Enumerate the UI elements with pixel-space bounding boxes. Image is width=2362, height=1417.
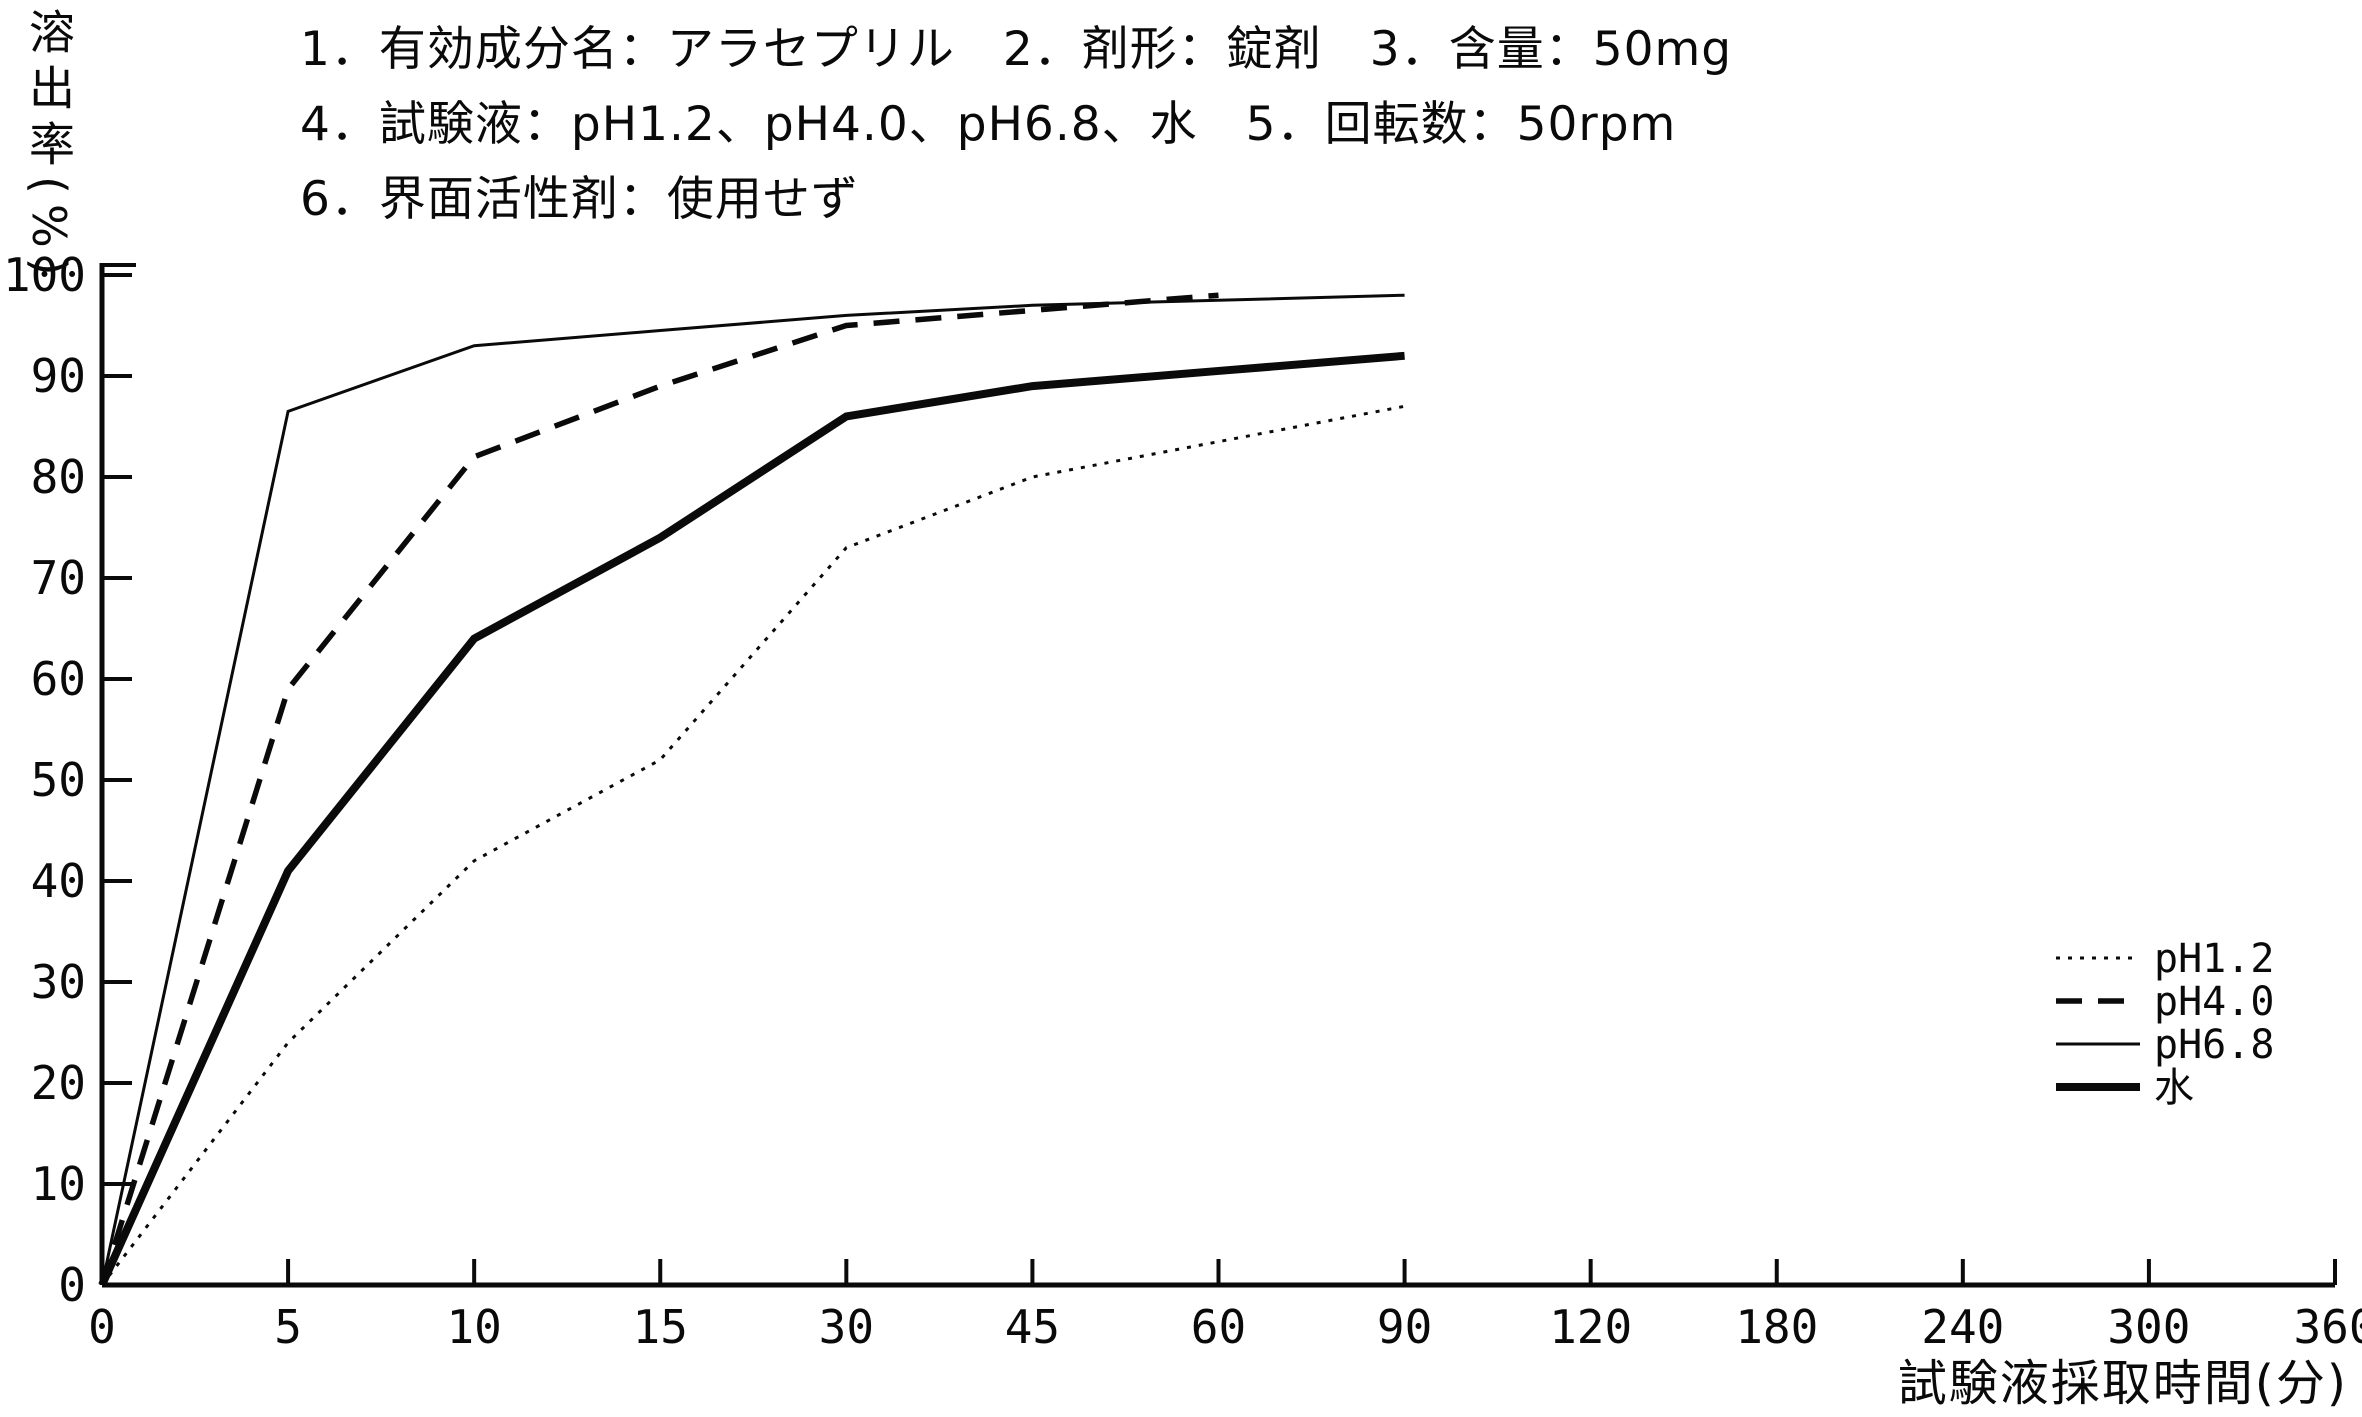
y-tick-label: 0 [58,1258,86,1312]
y-tick-label: 70 [31,551,86,605]
y-axis-title: 溶出率(%) [22,8,76,286]
legend-label-pH6.8: pH6.8 [2154,1022,2274,1068]
legend-label-pH1.2: pH1.2 [2154,936,2274,982]
x-tick-label: 180 [1735,1300,1818,1354]
x-tick-label: 0 [88,1300,116,1354]
series-line-水 [98,351,1405,1287]
x-tick-label: 360 [2293,1300,2362,1354]
header-line-3: 6．界面活性剤：使用せず [300,172,859,227]
x-tick-label: 90 [1377,1300,1432,1354]
y-tick-label: 100 [3,248,86,302]
y-tick-label: 10 [31,1157,86,1211]
series-line-pH4.0 [99,292,1219,1286]
y-tick-label: 90 [31,349,86,403]
legend-label-pH4.0: pH4.0 [2154,979,2274,1025]
header-line-1: 1．有効成分名：アラセプリル 2．剤形：錠剤 3．含量：50mg [300,22,1733,77]
header-line-2: 4．試験液：pH1.2、pH4.0、pH6.8、水 5．回転数：50rpm [300,97,1677,152]
legend-label-水: 水 [2154,1065,2194,1111]
y-tick-label: 20 [31,1056,86,1110]
x-tick-label: 240 [1921,1300,2004,1354]
x-tick-label: 120 [1549,1300,1632,1354]
y-tick-label: 60 [31,652,86,706]
series-line-pH6.8 [100,293,1405,1286]
y-tick-label: 50 [31,753,86,807]
y-tick-label: 80 [31,450,86,504]
x-tick-label: 5 [274,1300,302,1354]
y-tick-label: 30 [31,955,86,1009]
x-tick-label: 10 [446,1300,501,1354]
y-tick-label: 40 [31,854,86,908]
x-tick-label: 60 [1191,1300,1246,1354]
x-tick-label: 15 [633,1300,688,1354]
x-axis-title: 試験液採取時間(分) [1897,1355,2348,1412]
x-tick-label: 45 [1005,1300,1060,1354]
x-tick-label: 30 [819,1300,874,1354]
series-line-pH1.2 [100,404,1405,1286]
x-tick-label: 300 [2107,1300,2190,1354]
